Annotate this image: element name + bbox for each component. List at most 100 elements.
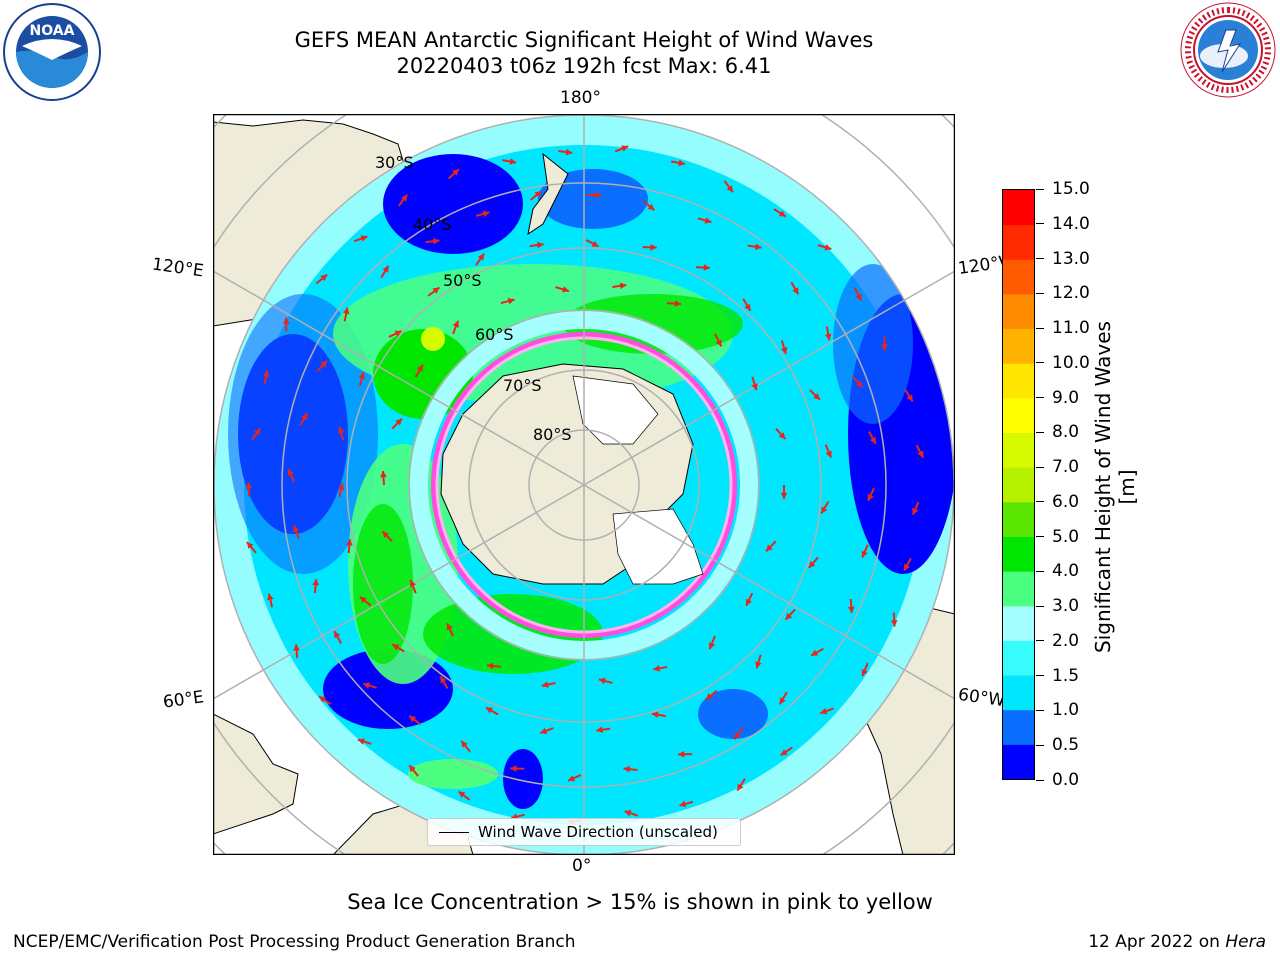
lat-label-80s: 80°S	[533, 425, 572, 444]
wave-direction-arrowhead	[917, 450, 924, 458]
wave-direction-arrowhead	[312, 579, 319, 586]
colorbar-tick	[1036, 675, 1044, 677]
colorbar-tick	[1036, 570, 1044, 572]
colorbar-band	[1003, 605, 1034, 641]
wave-direction-arrowhead	[792, 287, 799, 295]
lon-label-60w: 60°W	[956, 684, 1007, 712]
wave-direction-arrowhead	[679, 800, 687, 808]
legend-label: Wind Wave Direction (unscaled)	[478, 823, 718, 841]
wave-direction-arrowhead	[432, 287, 440, 294]
wave-direction-arrowhead	[653, 665, 660, 672]
wave-direction-arrowhead	[755, 661, 762, 669]
colorbar-tick	[1036, 258, 1044, 260]
colorbar-tick	[1036, 362, 1044, 364]
wave-direction-arrowhead	[912, 507, 919, 515]
colorbar-tick-label: 13.0	[1052, 248, 1090, 269]
wave-direction-arrowhead	[432, 237, 440, 245]
wave-direction-arrowhead	[621, 145, 629, 152]
wave-direction-arrowhead	[267, 593, 274, 601]
colorbar	[1002, 189, 1035, 780]
wave-direction-arrowhead	[487, 662, 494, 670]
map-legend: Wind Wave Direction (unscaled)	[427, 818, 741, 846]
colorbar-tick	[1036, 327, 1044, 329]
wave-direction-arrowhead	[808, 561, 816, 568]
wave-direction-arrowhead	[715, 339, 722, 347]
wave-direction-arrowhead	[363, 682, 371, 689]
africa-land	[213, 713, 299, 835]
colorbar-tick-label: 9.0	[1052, 387, 1080, 408]
chart-title: GEFS MEAN Antarctic Significant Height o…	[294, 28, 874, 52]
colorbar-tick	[1036, 397, 1044, 399]
wave-direction-arrowhead	[813, 393, 820, 400]
wave-direction-arrowhead	[755, 243, 762, 251]
colorbar-tick-label: 4.0	[1052, 561, 1080, 582]
wave-direction-arrowhead	[780, 347, 788, 354]
footer-machine: Hera	[1225, 932, 1266, 952]
wave-direction-arrowhead	[568, 775, 576, 782]
wave-direction-arrowhead	[745, 598, 752, 606]
wave-direction-arrowhead	[824, 244, 832, 251]
wave-direction-arrowhead	[477, 253, 485, 261]
wave-direction-arrowhead	[380, 471, 387, 478]
wave-direction-arrowhead	[855, 380, 863, 388]
wave-direction-arrowhead	[591, 240, 599, 247]
footer-date-text: 12 Apr 2022 on	[1088, 932, 1226, 952]
wave-direction-arrowhead	[382, 265, 389, 273]
wave-direction-arrowhead	[446, 623, 453, 631]
colorbar-tick	[1036, 709, 1044, 711]
wave-direction-arrowhead	[482, 210, 490, 218]
wave-direction-arrowhead	[534, 191, 542, 198]
wave-direction-arrowhead	[400, 194, 408, 202]
wave-direction-arrowhead	[744, 303, 751, 311]
lat-label-70s: 70°S	[503, 376, 542, 395]
lon-label-60e: 60°E	[161, 687, 206, 713]
noaa-logo-text: NOAA	[30, 23, 75, 39]
wave-direction-arrowhead	[598, 677, 606, 685]
wave-direction-arrowhead	[594, 191, 602, 199]
ross-ice-shelf	[572, 375, 659, 445]
wave-direction-arrowhead	[869, 436, 876, 444]
wave-direction-arrowhead	[678, 750, 685, 758]
colorbar-band	[1003, 328, 1034, 364]
wave-direction-arrowhead	[778, 432, 786, 439]
colorbar-tick-label: 0.5	[1052, 735, 1080, 756]
new-zealand-land	[527, 152, 569, 236]
polar-map: 30°S 40°S 50°S 60°S 70°S 80°S	[213, 114, 955, 855]
wave-direction-arrowhead	[825, 450, 832, 458]
wave-direction-arrowhead	[382, 531, 390, 539]
colorbar-tick-label: 7.0	[1052, 457, 1080, 478]
colorbar-tick	[1036, 744, 1044, 746]
colorbar-tick	[1036, 605, 1044, 607]
wave-direction-arrowhead	[440, 676, 447, 684]
wave-direction-arrowhead	[392, 644, 400, 651]
colorbar-tick	[1036, 501, 1044, 503]
wave-direction-arrowhead	[452, 169, 459, 176]
wave-direction-arrowhead	[541, 681, 549, 688]
wave-direction-arrowhead	[282, 317, 290, 324]
wave-direction-arrowhead	[337, 483, 345, 491]
wave-direction-arrowhead	[452, 320, 460, 328]
colorbar-tick-label: 3.0	[1052, 596, 1080, 617]
wave-direction-arrowhead	[785, 612, 793, 620]
wave-direction-arrowhead	[334, 631, 341, 639]
wave-direction-arrowhead	[510, 765, 517, 772]
wave-direction-arrowhead	[811, 649, 819, 656]
sea-ice-caption: Sea Ice Concentration > 15% is shown in …	[347, 890, 933, 914]
lat-label-30s: 30°S	[375, 153, 414, 172]
wave-direction-arrowhead	[867, 493, 874, 501]
wave-direction-arrowhead	[824, 333, 832, 341]
wave-direction-arrowhead	[861, 550, 868, 558]
wave-direction-arrowhead	[337, 426, 345, 434]
wave-direction-arrowhead	[820, 707, 828, 715]
lat-label-60s: 60°S	[475, 325, 514, 344]
legend-line-sample	[439, 832, 469, 833]
wave-direction-arrowhead	[861, 668, 868, 676]
colorbar-band	[1003, 640, 1034, 676]
colorbar-tick-label: 1.0	[1052, 700, 1080, 721]
colorbar-tick-label: 0.0	[1052, 770, 1080, 790]
lat-label-50s: 50°S	[443, 271, 482, 290]
colorbar-tick	[1036, 431, 1044, 433]
noaa-logo: NOAA	[3, 3, 101, 101]
wave-direction-arrowhead	[320, 360, 327, 368]
wave-direction-arrowhead	[734, 732, 741, 740]
